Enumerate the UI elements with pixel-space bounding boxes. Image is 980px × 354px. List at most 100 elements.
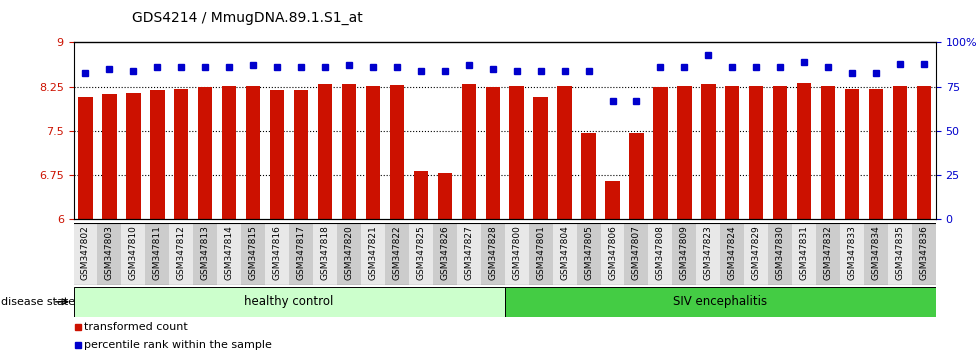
Text: GSM347830: GSM347830 — [776, 225, 785, 280]
Bar — [749, 86, 763, 219]
Text: GSM347831: GSM347831 — [800, 225, 808, 280]
Bar — [294, 90, 309, 219]
Text: GSM347813: GSM347813 — [201, 225, 210, 280]
Bar — [97, 223, 122, 285]
Bar — [457, 223, 481, 285]
Text: GSM347821: GSM347821 — [368, 225, 377, 280]
Text: healthy control: healthy control — [244, 295, 334, 308]
Text: GSM347810: GSM347810 — [129, 225, 138, 280]
Text: transformed count: transformed count — [84, 322, 188, 332]
Bar — [510, 86, 524, 219]
Text: GSM347820: GSM347820 — [345, 225, 354, 280]
Bar — [74, 287, 505, 317]
Bar — [606, 181, 619, 219]
Text: GSM347829: GSM347829 — [752, 225, 760, 280]
Bar — [505, 287, 936, 317]
Bar — [241, 223, 266, 285]
Bar — [78, 97, 93, 219]
Bar — [672, 223, 697, 285]
Bar — [342, 84, 356, 219]
Bar — [385, 223, 409, 285]
Text: GSM347822: GSM347822 — [392, 225, 402, 280]
Bar — [576, 223, 601, 285]
Text: GSM347809: GSM347809 — [680, 225, 689, 280]
Text: GSM347808: GSM347808 — [656, 225, 664, 280]
Text: GSM347807: GSM347807 — [632, 225, 641, 280]
Bar — [414, 171, 428, 219]
Text: GSM347835: GSM347835 — [896, 225, 905, 280]
Bar — [720, 223, 744, 285]
Bar — [74, 223, 97, 285]
Bar — [150, 90, 165, 219]
Text: GSM347825: GSM347825 — [416, 225, 425, 280]
Bar — [289, 223, 313, 285]
Bar — [649, 223, 672, 285]
Text: disease state: disease state — [1, 297, 75, 307]
Text: GSM347826: GSM347826 — [440, 225, 449, 280]
Bar — [218, 223, 241, 285]
Bar — [773, 86, 787, 219]
Bar — [198, 87, 213, 219]
Bar — [533, 97, 548, 219]
Bar — [409, 223, 433, 285]
Text: GSM347836: GSM347836 — [919, 225, 928, 280]
Bar — [485, 87, 500, 219]
Bar — [313, 223, 337, 285]
Bar — [193, 223, 218, 285]
Text: GSM347804: GSM347804 — [561, 225, 569, 280]
Text: GSM347817: GSM347817 — [297, 225, 306, 280]
Bar — [697, 223, 720, 285]
Bar — [266, 223, 289, 285]
Text: GSM347814: GSM347814 — [224, 225, 233, 280]
Bar — [744, 223, 768, 285]
Bar — [390, 85, 404, 219]
Text: GSM347812: GSM347812 — [176, 225, 186, 280]
Bar — [888, 223, 912, 285]
Bar — [893, 86, 907, 219]
Text: SIV encephalitis: SIV encephalitis — [673, 295, 767, 308]
Bar — [528, 223, 553, 285]
Bar — [438, 173, 452, 219]
Bar — [222, 86, 236, 219]
Text: GSM347816: GSM347816 — [272, 225, 281, 280]
Bar — [816, 223, 840, 285]
Bar — [337, 223, 361, 285]
Bar — [797, 83, 811, 219]
Bar — [246, 86, 261, 219]
Text: GSM347806: GSM347806 — [608, 225, 617, 280]
Bar — [145, 223, 170, 285]
Text: GSM347818: GSM347818 — [320, 225, 329, 280]
Bar — [481, 223, 505, 285]
Text: GSM347827: GSM347827 — [465, 225, 473, 280]
Bar — [624, 223, 649, 285]
Bar — [677, 86, 692, 219]
Text: GSM347800: GSM347800 — [513, 225, 521, 280]
Bar — [869, 89, 883, 219]
Bar — [122, 223, 145, 285]
Text: GSM347828: GSM347828 — [488, 225, 497, 280]
Bar — [581, 133, 596, 219]
Bar — [174, 88, 188, 219]
Bar — [629, 133, 644, 219]
Bar — [840, 223, 864, 285]
Text: GSM347801: GSM347801 — [536, 225, 545, 280]
Bar — [601, 223, 624, 285]
Text: GSM347832: GSM347832 — [823, 225, 833, 280]
Bar — [768, 223, 792, 285]
Bar — [505, 223, 528, 285]
Bar — [433, 223, 457, 285]
Text: GSM347834: GSM347834 — [871, 225, 880, 280]
Bar — [558, 86, 571, 219]
Text: GSM347802: GSM347802 — [81, 225, 90, 280]
Bar — [170, 223, 193, 285]
Text: GSM347824: GSM347824 — [728, 225, 737, 280]
Text: GSM347815: GSM347815 — [249, 225, 258, 280]
Text: GSM347833: GSM347833 — [848, 225, 857, 280]
Bar — [270, 90, 284, 219]
Bar — [654, 87, 667, 219]
Bar — [462, 84, 476, 219]
Bar — [864, 223, 888, 285]
Text: GSM347803: GSM347803 — [105, 225, 114, 280]
Bar — [366, 86, 380, 219]
Bar — [553, 223, 576, 285]
